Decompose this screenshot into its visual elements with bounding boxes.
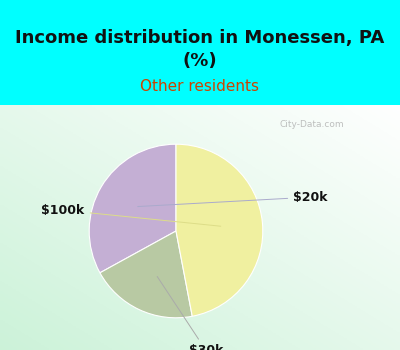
Text: $20k: $20k <box>138 191 328 206</box>
Text: $30k: $30k <box>157 276 223 350</box>
Text: Other residents: Other residents <box>140 79 260 93</box>
Wedge shape <box>89 144 176 273</box>
Wedge shape <box>100 231 192 318</box>
Text: City-Data.com: City-Data.com <box>280 120 344 129</box>
Wedge shape <box>176 144 263 316</box>
Text: Income distribution in Monessen, PA
(%): Income distribution in Monessen, PA (%) <box>15 29 385 70</box>
Text: $100k: $100k <box>42 204 221 226</box>
